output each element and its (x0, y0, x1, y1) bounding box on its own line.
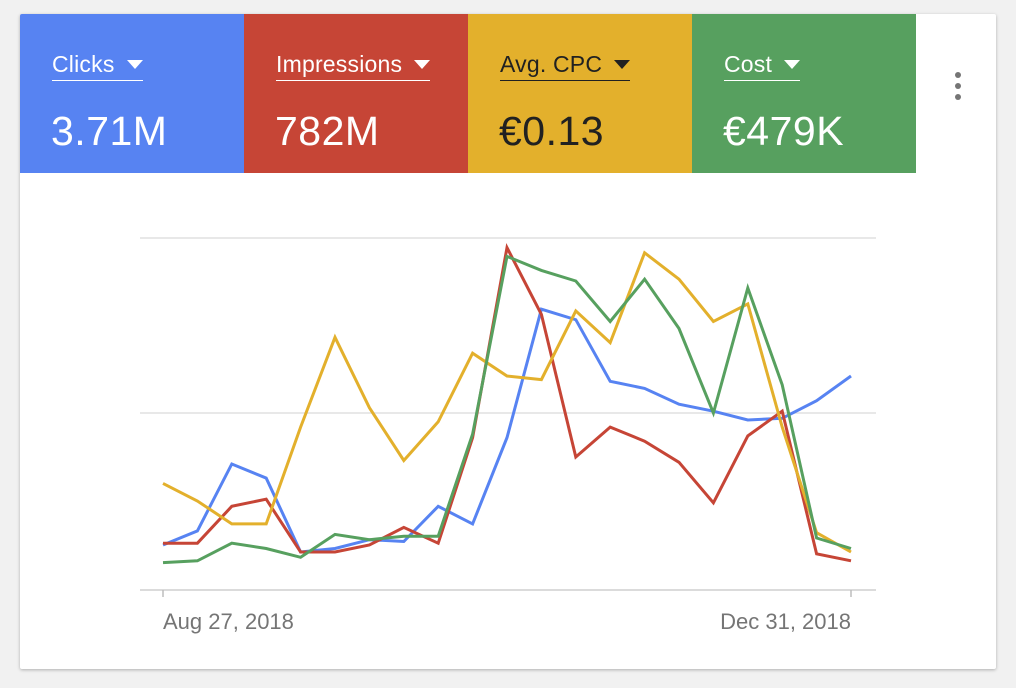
series-line-clicks (162, 307, 852, 554)
metric-tile-clicks[interactable]: Clicks 3.71M (20, 14, 244, 173)
dropdown-caret-icon (126, 59, 143, 69)
metric-value: 782M (275, 108, 380, 154)
metric-selector[interactable]: Impressions (276, 50, 431, 81)
menu-dot (955, 94, 961, 100)
x-tick-label: Aug 27, 2018 (163, 609, 294, 634)
metric-value: €0.13 (499, 108, 605, 154)
metric-selector[interactable]: Cost (724, 50, 801, 81)
metric-value: 3.71M (51, 108, 168, 154)
metric-label: Cost (724, 51, 773, 77)
more-vert-icon[interactable] (944, 66, 972, 106)
metric-label: Avg. CPC (500, 51, 603, 77)
scorecard-chart-card: Clicks 3.71M Impressions 782M Avg. CPC €… (20, 14, 996, 669)
dropdown-caret-icon (614, 59, 631, 69)
series-line-avg-cpc (162, 250, 852, 554)
metric-label: Clicks (52, 51, 115, 77)
metric-value: €479K (723, 108, 845, 154)
metric-selector[interactable]: Avg. CPC (500, 50, 631, 81)
metric-tile-avg-cpc[interactable]: Avg. CPC €0.13 (468, 14, 692, 173)
series-line-impressions (163, 242, 852, 563)
series-line-cost (162, 254, 852, 565)
metric-tiles: Clicks 3.71M Impressions 782M Avg. CPC €… (20, 14, 916, 173)
metric-tile-impressions[interactable]: Impressions 782M (244, 14, 468, 173)
x-tick-label: Dec 31, 2018 (720, 609, 851, 634)
metric-selector[interactable]: Clicks (52, 50, 143, 81)
menu-dot (955, 72, 961, 78)
menu-dot (955, 83, 961, 89)
dropdown-caret-icon (784, 59, 801, 69)
metric-label: Impressions (276, 51, 403, 77)
dropdown-caret-icon (414, 59, 431, 69)
performance-line-chart: Aug 27, 2018 Dec 31, 2018 (140, 237, 876, 634)
metric-tile-cost[interactable]: Cost €479K (692, 14, 916, 173)
